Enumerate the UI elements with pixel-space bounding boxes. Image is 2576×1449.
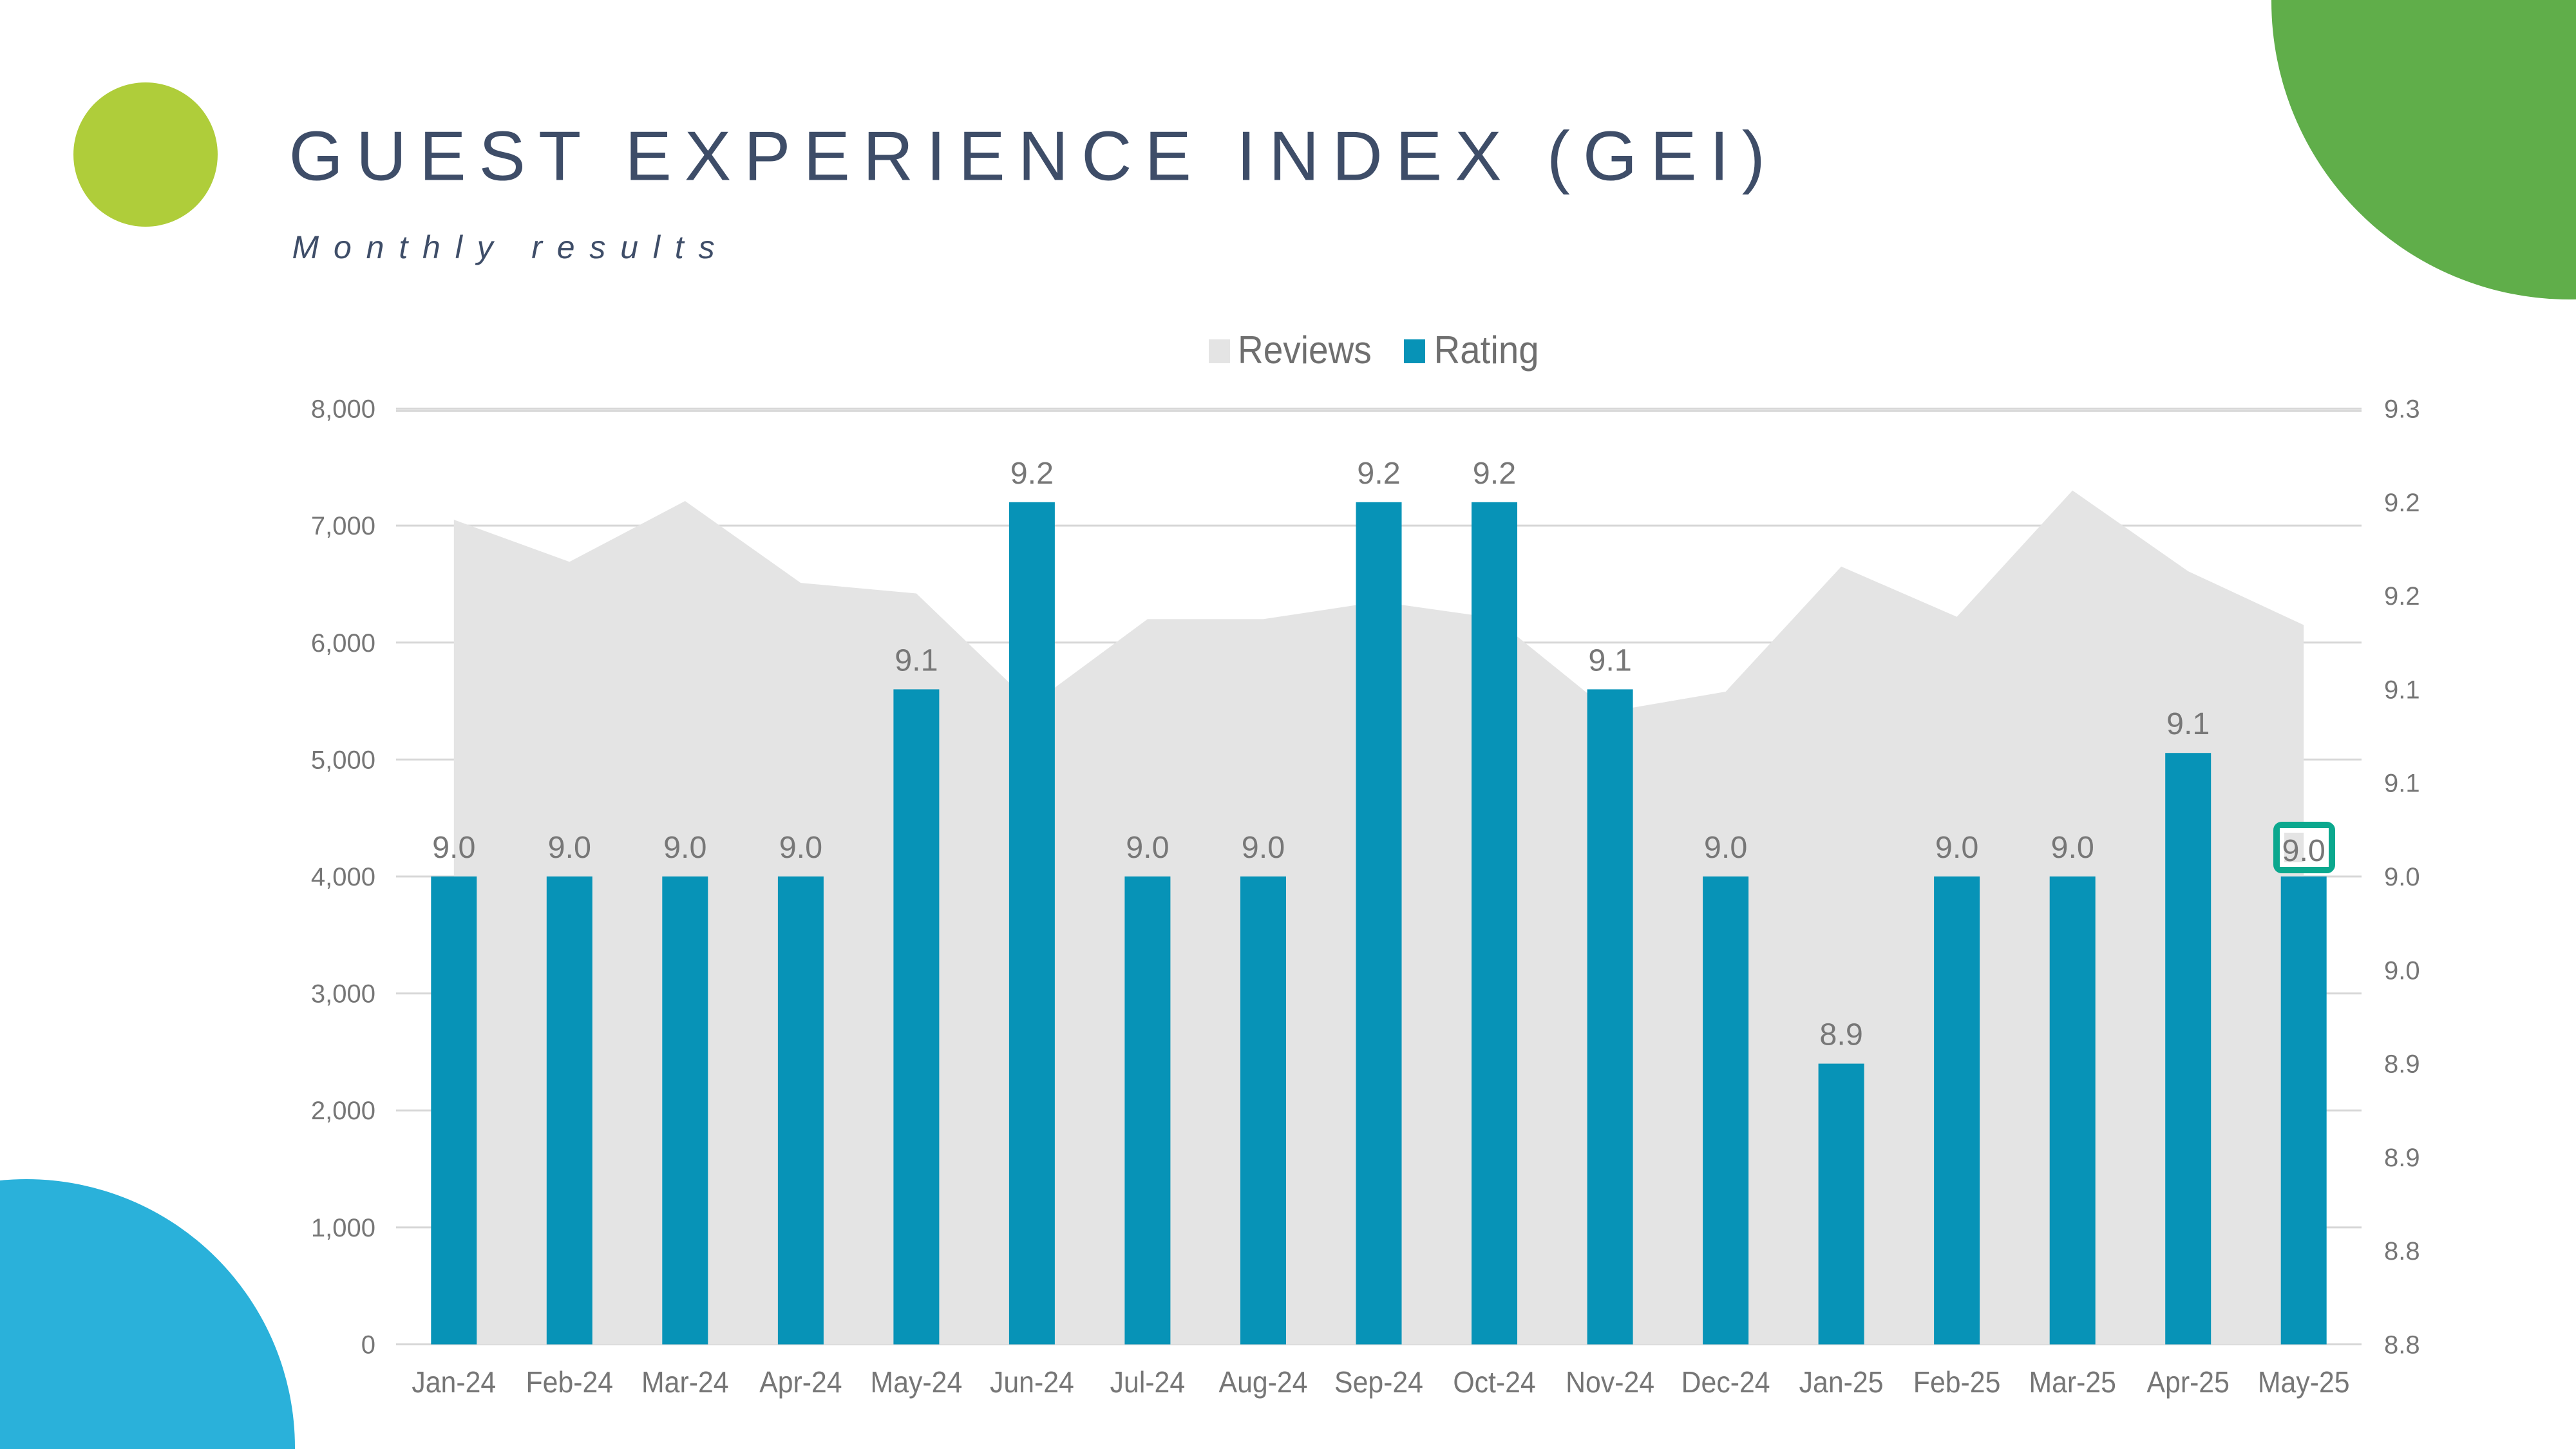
- svg-text:9.1: 9.1: [1588, 643, 1631, 677]
- svg-text:3,000: 3,000: [311, 980, 375, 1009]
- svg-text:Nov-24: Nov-24: [1566, 1365, 1654, 1399]
- svg-text:Apr-25: Apr-25: [2147, 1365, 2230, 1399]
- svg-text:9.0: 9.0: [2050, 830, 2094, 865]
- svg-text:1,000: 1,000: [311, 1214, 375, 1242]
- svg-text:0: 0: [361, 1331, 375, 1359]
- svg-text:8.8: 8.8: [2384, 1331, 2420, 1359]
- svg-text:Dec-24: Dec-24: [1681, 1365, 1770, 1399]
- svg-text:8.8: 8.8: [2384, 1237, 2420, 1265]
- svg-text:9.0: 9.0: [2384, 863, 2420, 891]
- svg-text:Monthly results: Monthly results: [292, 229, 730, 265]
- svg-text:8.9: 8.9: [1819, 1018, 1862, 1052]
- svg-text:9.1: 9.1: [895, 643, 938, 677]
- svg-text:Sep-24: Sep-24: [1334, 1365, 1423, 1399]
- svg-text:9.0: 9.0: [432, 830, 475, 865]
- svg-text:Jan-25: Jan-25: [1799, 1365, 1884, 1399]
- svg-text:4,000: 4,000: [311, 863, 375, 891]
- svg-text:Rating: Rating: [1434, 328, 1539, 372]
- svg-text:GUEST EXPERIENCE INDEX (GEI): GUEST EXPERIENCE INDEX (GEI): [289, 117, 1778, 195]
- svg-text:9.1: 9.1: [2384, 770, 2420, 798]
- svg-text:8.9: 8.9: [2384, 1144, 2420, 1172]
- svg-text:Aug-24: Aug-24: [1219, 1365, 1308, 1399]
- svg-text:8,000: 8,000: [311, 395, 375, 424]
- svg-text:Reviews: Reviews: [1238, 328, 1372, 372]
- svg-text:Feb-24: Feb-24: [526, 1365, 614, 1399]
- svg-text:9.1: 9.1: [2166, 706, 2210, 741]
- svg-text:Apr-24: Apr-24: [759, 1365, 842, 1399]
- svg-text:8.9: 8.9: [2384, 1050, 2420, 1079]
- svg-text:9.0: 9.0: [779, 830, 822, 865]
- svg-text:5,000: 5,000: [311, 746, 375, 774]
- svg-text:9.0: 9.0: [1242, 830, 1285, 865]
- svg-text:Oct-24: Oct-24: [1453, 1365, 1535, 1399]
- svg-text:9.0: 9.0: [1935, 830, 1978, 865]
- svg-text:9.1: 9.1: [2384, 676, 2420, 704]
- svg-text:9.0: 9.0: [1704, 830, 1747, 865]
- svg-text:Jun-24: Jun-24: [990, 1365, 1074, 1399]
- svg-text:May-25: May-25: [2258, 1365, 2350, 1399]
- svg-text:9.2: 9.2: [2384, 489, 2420, 517]
- svg-text:7,000: 7,000: [311, 512, 375, 540]
- svg-text:9.2: 9.2: [1010, 456, 1054, 491]
- svg-text:9.0: 9.0: [548, 830, 591, 865]
- svg-text:6,000: 6,000: [311, 629, 375, 658]
- svg-text:9.2: 9.2: [2384, 582, 2420, 611]
- svg-text:9.3: 9.3: [2384, 395, 2420, 424]
- svg-text:Mar-25: Mar-25: [2029, 1365, 2116, 1399]
- svg-text:9.0: 9.0: [2282, 833, 2325, 868]
- svg-text:May-24: May-24: [871, 1365, 963, 1399]
- svg-text:9.2: 9.2: [1473, 456, 1516, 491]
- svg-text:9.0: 9.0: [2384, 956, 2420, 985]
- svg-text:9.2: 9.2: [1357, 456, 1400, 491]
- svg-text:Jan-24: Jan-24: [412, 1365, 496, 1399]
- svg-text:Mar-24: Mar-24: [641, 1365, 729, 1399]
- svg-text:9.0: 9.0: [663, 830, 706, 865]
- svg-text:9.0: 9.0: [1126, 830, 1169, 865]
- svg-text:Feb-25: Feb-25: [1913, 1365, 2001, 1399]
- svg-text:Jul-24: Jul-24: [1110, 1365, 1186, 1399]
- svg-text:2,000: 2,000: [311, 1097, 375, 1125]
